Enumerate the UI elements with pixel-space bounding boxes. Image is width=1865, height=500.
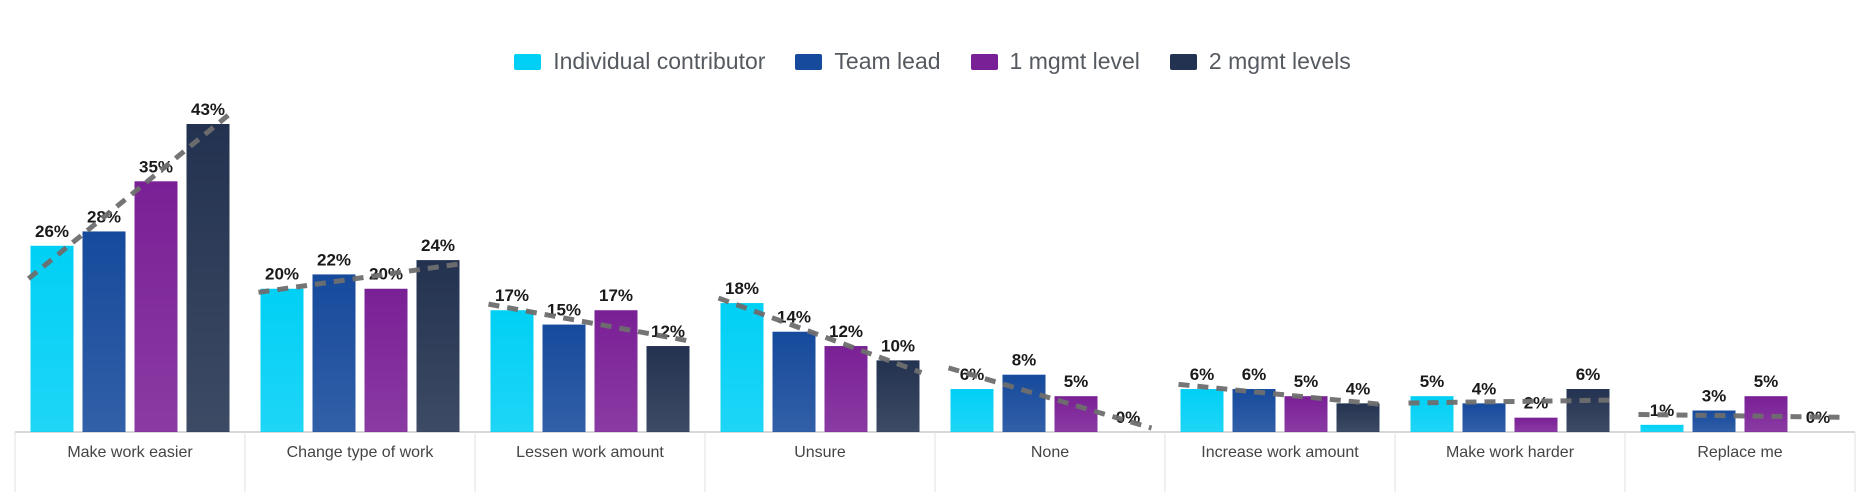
category-label: Change type of work [287,444,435,461]
bar-team-lead [542,324,586,432]
data-label: 10% [881,336,915,355]
data-label: 20% [369,265,403,284]
data-label: 14% [777,308,811,327]
legend-item-2-mgmt-levels: 2 mgmt levels [1169,48,1351,75]
trend-line [947,365,1153,431]
data-label: 17% [495,286,529,305]
data-label: 4% [1346,379,1371,398]
bar-1-mgmt-level [824,346,868,432]
bar-2-mgmt-levels [186,124,230,432]
bar-individual-contributor [1180,389,1224,432]
bar-individual-contributor [30,245,74,432]
trend-line [26,110,234,281]
data-label: 24% [421,236,455,255]
legend-label: 1 mgmt level [1009,48,1140,74]
data-label: 5% [1754,372,1779,391]
bar-1-mgmt-level [1514,417,1558,432]
category-label: Make work easier [67,444,193,461]
bar-team-lead [82,231,126,432]
legend-swatch [514,53,542,70]
legend-item-1-mgmt-level: 1 mgmt level [970,48,1140,75]
legend-swatch [1169,53,1197,70]
legend-item-individual-contributor: Individual contributor [514,48,765,75]
legend: Individual contributor Team lead 1 mgmt le… [0,48,1865,75]
data-label: 6% [1190,365,1215,384]
bar-individual-contributor [950,389,994,432]
data-label: 43% [191,100,225,119]
bar-individual-contributor [490,310,534,432]
trend-line [717,295,923,375]
data-label: 12% [829,322,863,341]
category-label: Replace me [1697,444,1782,461]
legend-label: Individual contributor [553,48,766,74]
legend-swatch [970,53,998,70]
bar-1-mgmt-level [134,181,178,432]
data-label: 5% [1064,372,1089,391]
legend-label: 2 mgmt levels [1208,48,1351,74]
legend-label: Team lead [834,48,941,74]
bar-team-lead [1462,403,1506,432]
bar-2-mgmt-levels [646,346,690,432]
data-label: 35% [139,157,173,176]
bar-individual-contributor [720,303,764,432]
data-label: 6% [1576,365,1601,384]
data-label: 5% [1420,372,1445,391]
data-label: 5% [1294,372,1319,391]
trend-line [1638,411,1842,420]
data-label: 22% [317,250,351,269]
data-label: 20% [265,265,299,284]
data-label: 17% [599,286,633,305]
bar-1-mgmt-level [594,310,638,432]
bar-2-mgmt-levels [1336,403,1380,432]
bar-team-lead [772,331,816,432]
trend-line [1178,381,1382,407]
data-label: 26% [35,222,69,241]
category-label: Lessen work amount [516,444,664,461]
bar-1-mgmt-level [1284,396,1328,432]
data-label: 2% [1524,394,1549,413]
bar-team-lead [312,274,356,432]
data-label: 3% [1702,387,1727,406]
category-label: Increase work amount [1201,444,1359,461]
bar-2-mgmt-levels [416,260,460,432]
category-label: None [1031,444,1069,461]
trend-line [258,261,462,295]
bar-team-lead [1232,389,1276,432]
data-label: 6% [1242,365,1267,384]
data-label: 18% [725,279,759,298]
bar-individual-contributor [1640,424,1684,432]
trend-line [488,301,692,344]
trend-line [1408,397,1612,406]
bar-individual-contributor [260,288,304,432]
category-label: Unsure [794,444,846,461]
legend-item-team-lead: Team lead [795,48,941,75]
category-label: Make work harder [1446,444,1575,461]
bar-2-mgmt-levels [1566,389,1610,432]
bar-1-mgmt-level [364,288,408,432]
legend-swatch [795,53,823,70]
data-label: 8% [1012,351,1037,370]
bar-2-mgmt-levels [876,360,920,432]
data-label: 4% [1472,379,1497,398]
